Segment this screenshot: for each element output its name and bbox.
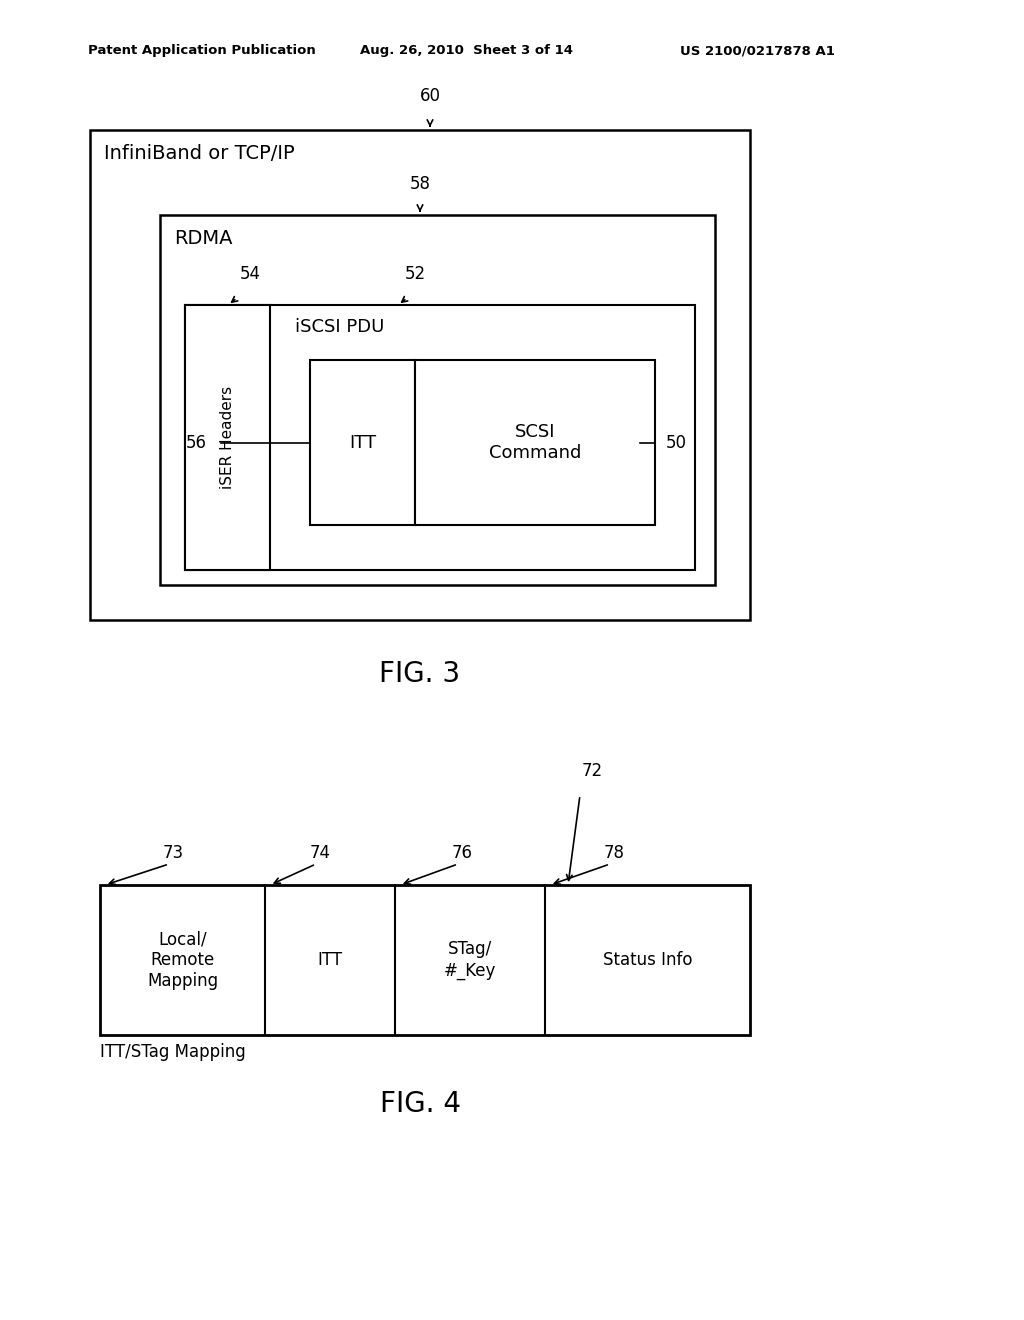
Text: 50: 50 — [666, 434, 687, 451]
Text: 54: 54 — [240, 265, 260, 282]
Text: US 2100/0217878 A1: US 2100/0217878 A1 — [680, 44, 835, 57]
Text: Patent Application Publication: Patent Application Publication — [88, 44, 315, 57]
Text: 72: 72 — [582, 762, 602, 780]
Text: ITT/STag Mapping: ITT/STag Mapping — [100, 1043, 246, 1061]
Text: RDMA: RDMA — [174, 228, 232, 248]
Text: 78: 78 — [603, 843, 625, 862]
Bar — [185, 305, 695, 570]
Text: SCSI
Command: SCSI Command — [488, 424, 582, 462]
Text: ITT: ITT — [349, 433, 376, 451]
Text: Status Info: Status Info — [603, 950, 692, 969]
Text: FIG. 3: FIG. 3 — [380, 660, 461, 688]
Text: InfiniBand or TCP/IP: InfiniBand or TCP/IP — [104, 144, 295, 162]
Text: 73: 73 — [163, 843, 183, 862]
Text: 60: 60 — [420, 87, 440, 106]
Bar — [90, 129, 750, 620]
Bar — [160, 215, 715, 585]
Text: 52: 52 — [404, 265, 426, 282]
Text: 74: 74 — [309, 843, 331, 862]
Text: 76: 76 — [452, 843, 472, 862]
Text: Aug. 26, 2010  Sheet 3 of 14: Aug. 26, 2010 Sheet 3 of 14 — [360, 44, 573, 57]
Text: 56: 56 — [186, 434, 207, 451]
Text: STag/
#_Key: STag/ #_Key — [443, 940, 497, 979]
Text: Local/
Remote
Mapping: Local/ Remote Mapping — [146, 931, 218, 990]
Text: 58: 58 — [410, 176, 430, 193]
Text: iSCSI PDU: iSCSI PDU — [295, 318, 384, 337]
Bar — [100, 884, 750, 1035]
Text: ITT: ITT — [317, 950, 343, 969]
Text: FIG. 4: FIG. 4 — [380, 1090, 461, 1118]
Bar — [185, 305, 270, 570]
Bar — [310, 360, 415, 525]
Text: iSER Headers: iSER Headers — [220, 385, 234, 490]
Bar — [415, 360, 655, 525]
